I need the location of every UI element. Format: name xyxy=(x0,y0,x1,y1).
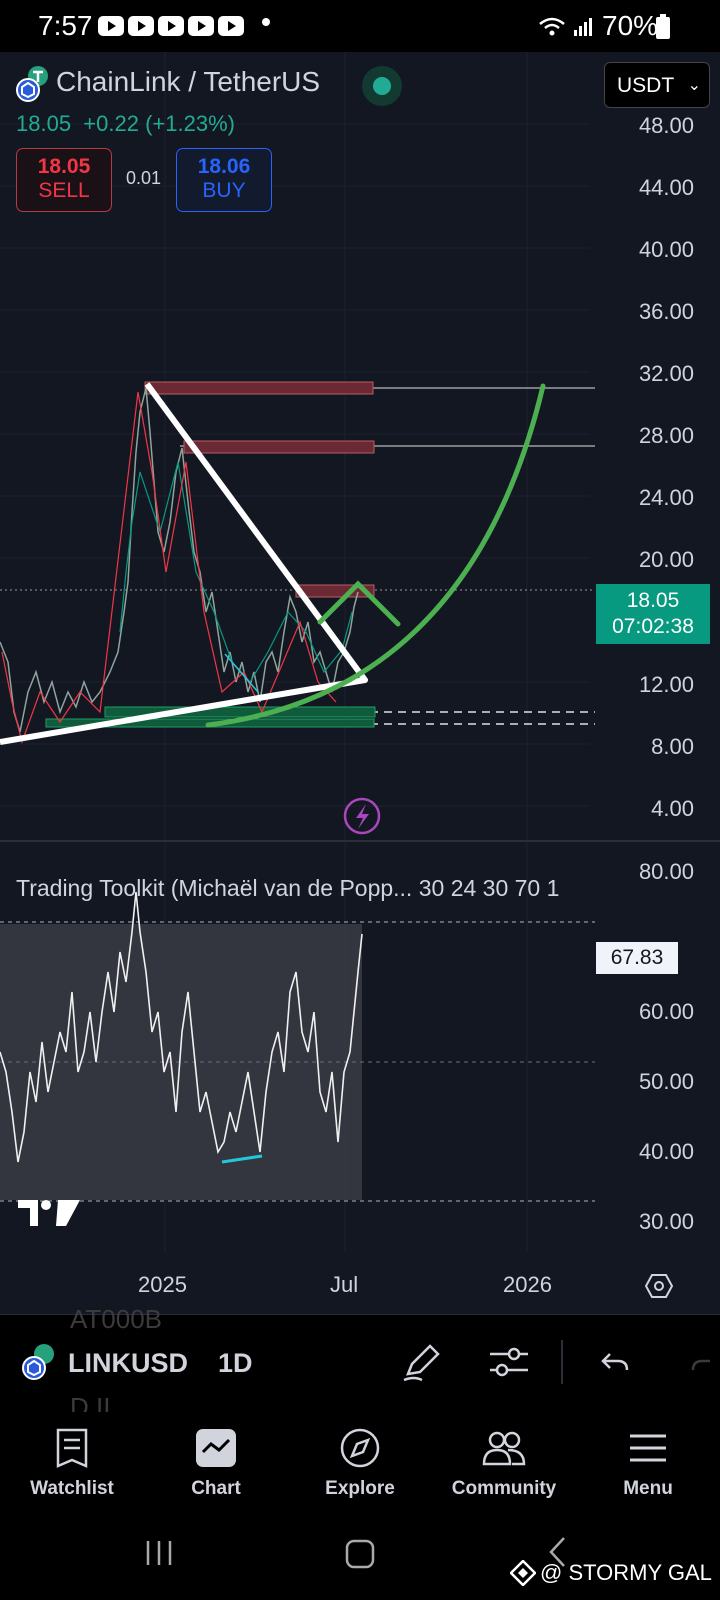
recent-apps-icon[interactable] xyxy=(144,1538,174,1568)
status-bar: 7:57 70% xyxy=(0,0,720,52)
interval-button[interactable]: 1D xyxy=(218,1348,253,1378)
home-icon[interactable] xyxy=(344,1538,376,1570)
time-axis-label: 2026 xyxy=(503,1272,552,1297)
buy-price: 18.06 xyxy=(197,155,251,178)
nav-label: Watchlist xyxy=(30,1478,114,1499)
youtube-notification-icon xyxy=(218,16,244,36)
status-time: 7:57 xyxy=(38,10,93,41)
chart-icon xyxy=(196,1429,236,1467)
sell-label: SELL xyxy=(38,179,90,202)
nav-watchlist[interactable]: Watchlist xyxy=(12,1420,132,1500)
battery-level: 70% xyxy=(602,10,659,41)
price-axis-label: 24.00 xyxy=(638,485,694,510)
price-axis-label: 36.00 xyxy=(638,299,694,324)
resistance-zone xyxy=(144,381,374,395)
community-icon xyxy=(482,1431,526,1466)
breakout-arrow xyxy=(317,580,401,627)
last-price: 18.05 xyxy=(16,111,72,136)
price-axis-label: 48.00 xyxy=(638,113,694,138)
back-icon[interactable] xyxy=(548,1536,568,1568)
tradingview-logo xyxy=(18,1200,80,1226)
price-axis-label: 8.00 xyxy=(651,734,694,759)
battery-icon xyxy=(656,14,670,39)
rsi-axis-label: 50.00 xyxy=(638,1069,694,1094)
nav-explore[interactable]: Explore xyxy=(300,1420,420,1500)
watermark: @ STORMY GAL xyxy=(540,1560,712,1585)
market-status-icon[interactable] xyxy=(362,66,402,106)
watchlist-icon xyxy=(56,1428,88,1468)
price-axis-label: 12.00 xyxy=(638,672,694,697)
support-zone xyxy=(104,706,376,718)
rsi-axis-label: 40.00 xyxy=(638,1139,694,1164)
rsi-line xyxy=(0,891,363,1163)
currency-select[interactable]: USDT ⌄ xyxy=(604,62,710,108)
buy-button[interactable]: 18.06 BUY xyxy=(176,148,272,212)
currency-value: USDT xyxy=(617,74,675,97)
resistance-zone xyxy=(183,440,375,454)
indicators-icon[interactable] xyxy=(488,1344,530,1380)
hamburger-menu-icon xyxy=(630,1434,666,1462)
nav-label: Menu xyxy=(623,1478,673,1499)
price-line: 18.05 +0.22 (+1.23%) xyxy=(16,111,235,137)
redo-icon[interactable] xyxy=(690,1350,720,1376)
time-axis-label: Jul xyxy=(330,1272,359,1297)
price-axis-label: 28.00 xyxy=(638,423,694,448)
nav-menu[interactable]: Menu xyxy=(588,1420,708,1500)
price-axis-label: 32.00 xyxy=(638,361,694,386)
price-change: +0.22 (+1.23%) xyxy=(83,111,235,136)
system-nav-bar xyxy=(0,1514,720,1600)
pencil-icon[interactable] xyxy=(400,1340,442,1384)
youtube-notification-icon xyxy=(98,16,124,36)
rsi-axis-label: 60.00 xyxy=(638,999,694,1024)
pair-title[interactable]: ChainLink / TetherUS xyxy=(56,66,321,97)
rsi-band xyxy=(0,924,362,1200)
rsi-axis-label: 30.00 xyxy=(638,1209,694,1234)
price-axis-label: 20.00 xyxy=(638,547,694,572)
last-price-tag-value: 18.05 xyxy=(626,589,680,612)
sell-price: 18.05 xyxy=(37,155,91,178)
last-price-tag: 18.05 07:02:38 xyxy=(596,584,710,644)
rsi-value-tag: 67.83 xyxy=(596,942,678,974)
notification-dot-icon xyxy=(262,18,270,26)
nav-label: Explore xyxy=(325,1478,395,1499)
bar-countdown: 07:02:38 xyxy=(612,615,694,638)
indicator-legend[interactable]: Trading Toolkit (Michaël van de Popp... … xyxy=(16,875,559,902)
compass-icon xyxy=(340,1428,380,1468)
settings-icon[interactable] xyxy=(645,1272,673,1300)
symbol-toolbar xyxy=(0,1314,720,1413)
parabolic-curve xyxy=(205,383,546,728)
price-axis-label: 44.00 xyxy=(638,175,694,200)
nav-label: Community xyxy=(451,1478,557,1499)
sell-button[interactable]: 18.05 SELL xyxy=(16,148,112,212)
lightning-icon xyxy=(343,797,381,835)
nav-chart[interactable]: Chart xyxy=(156,1420,276,1500)
ghost-text: AT000B xyxy=(70,1304,163,1334)
chart-canvas[interactable] xyxy=(0,52,720,1314)
undo-icon[interactable] xyxy=(600,1350,630,1376)
wifi-signal-icon xyxy=(539,17,592,36)
rsi-axis-label: 80.00 xyxy=(638,859,694,884)
price-axis-label: 40.00 xyxy=(638,237,694,262)
youtube-notification-icon xyxy=(128,16,154,36)
indicator-title: Trading Toolkit (Michaël van de Popp... xyxy=(16,875,413,901)
toolbar-divider xyxy=(561,1340,563,1384)
price-axis-label: 4.00 xyxy=(651,796,694,821)
youtube-notification-icon xyxy=(188,16,214,36)
triangle-drawing xyxy=(0,382,368,745)
lot-size: 0.01 xyxy=(126,168,162,188)
nav-community[interactable]: Community xyxy=(444,1420,564,1500)
symbol-logo-icon xyxy=(22,1344,54,1380)
time-axis-label: 2025 xyxy=(138,1272,187,1297)
binance-logo xyxy=(510,1560,536,1586)
youtube-notification-icon xyxy=(158,16,184,36)
nav-label: Chart xyxy=(191,1478,241,1499)
indicator-params: 30 24 30 70 1 xyxy=(418,875,560,901)
chevron-down-icon: ⌄ xyxy=(687,77,701,94)
symbol-button[interactable]: LINKUSD xyxy=(68,1348,188,1378)
buy-label: BUY xyxy=(202,179,246,202)
price-series xyxy=(0,387,359,733)
pair-logo-icon xyxy=(16,66,48,102)
